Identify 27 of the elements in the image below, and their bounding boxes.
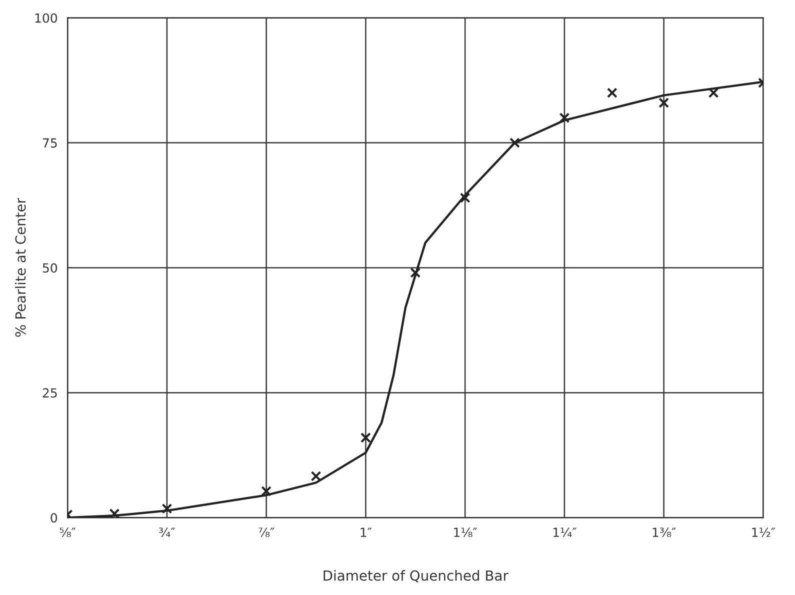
point <box>559 112 570 124</box>
y-tick-label: 50 <box>42 263 58 273</box>
point <box>310 470 322 482</box>
point <box>658 98 670 108</box>
x-tick-label: ⅝″ <box>60 528 76 538</box>
x-tick-label: 1½″ <box>752 528 776 538</box>
point <box>606 88 618 98</box>
x-tick-label: 1⅛″ <box>454 528 478 538</box>
y-tick-label: 75 <box>42 138 57 148</box>
x-tick-label: ⅞″ <box>258 528 274 538</box>
y-axis-title: % Pearlite at Center <box>14 198 26 337</box>
point <box>360 432 371 443</box>
y-tick-label: 25 <box>42 388 57 398</box>
point <box>410 268 421 278</box>
point <box>460 192 470 203</box>
x-tick-label: 1⅜″ <box>652 528 676 538</box>
x-tick-label: ¾″ <box>159 528 176 538</box>
point <box>261 486 272 496</box>
point <box>109 508 120 518</box>
y-tick-label: 0 <box>50 513 58 523</box>
point <box>708 88 719 98</box>
x-tick-label: 1¼″ <box>553 528 577 538</box>
x-axis-title: Diameter of Quenched Bar <box>324 570 508 582</box>
y-tick-label: 100 <box>35 13 58 23</box>
point <box>510 138 520 148</box>
point <box>162 503 172 514</box>
x-tick-label: 1″ <box>360 528 372 537</box>
